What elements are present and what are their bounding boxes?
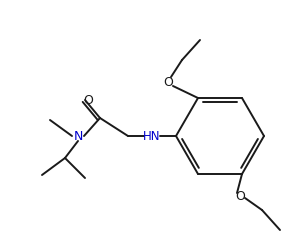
Text: O: O	[235, 189, 245, 203]
Text: O: O	[163, 75, 173, 89]
Text: HN: HN	[143, 129, 161, 143]
Text: N: N	[73, 129, 83, 143]
Text: O: O	[83, 93, 93, 106]
